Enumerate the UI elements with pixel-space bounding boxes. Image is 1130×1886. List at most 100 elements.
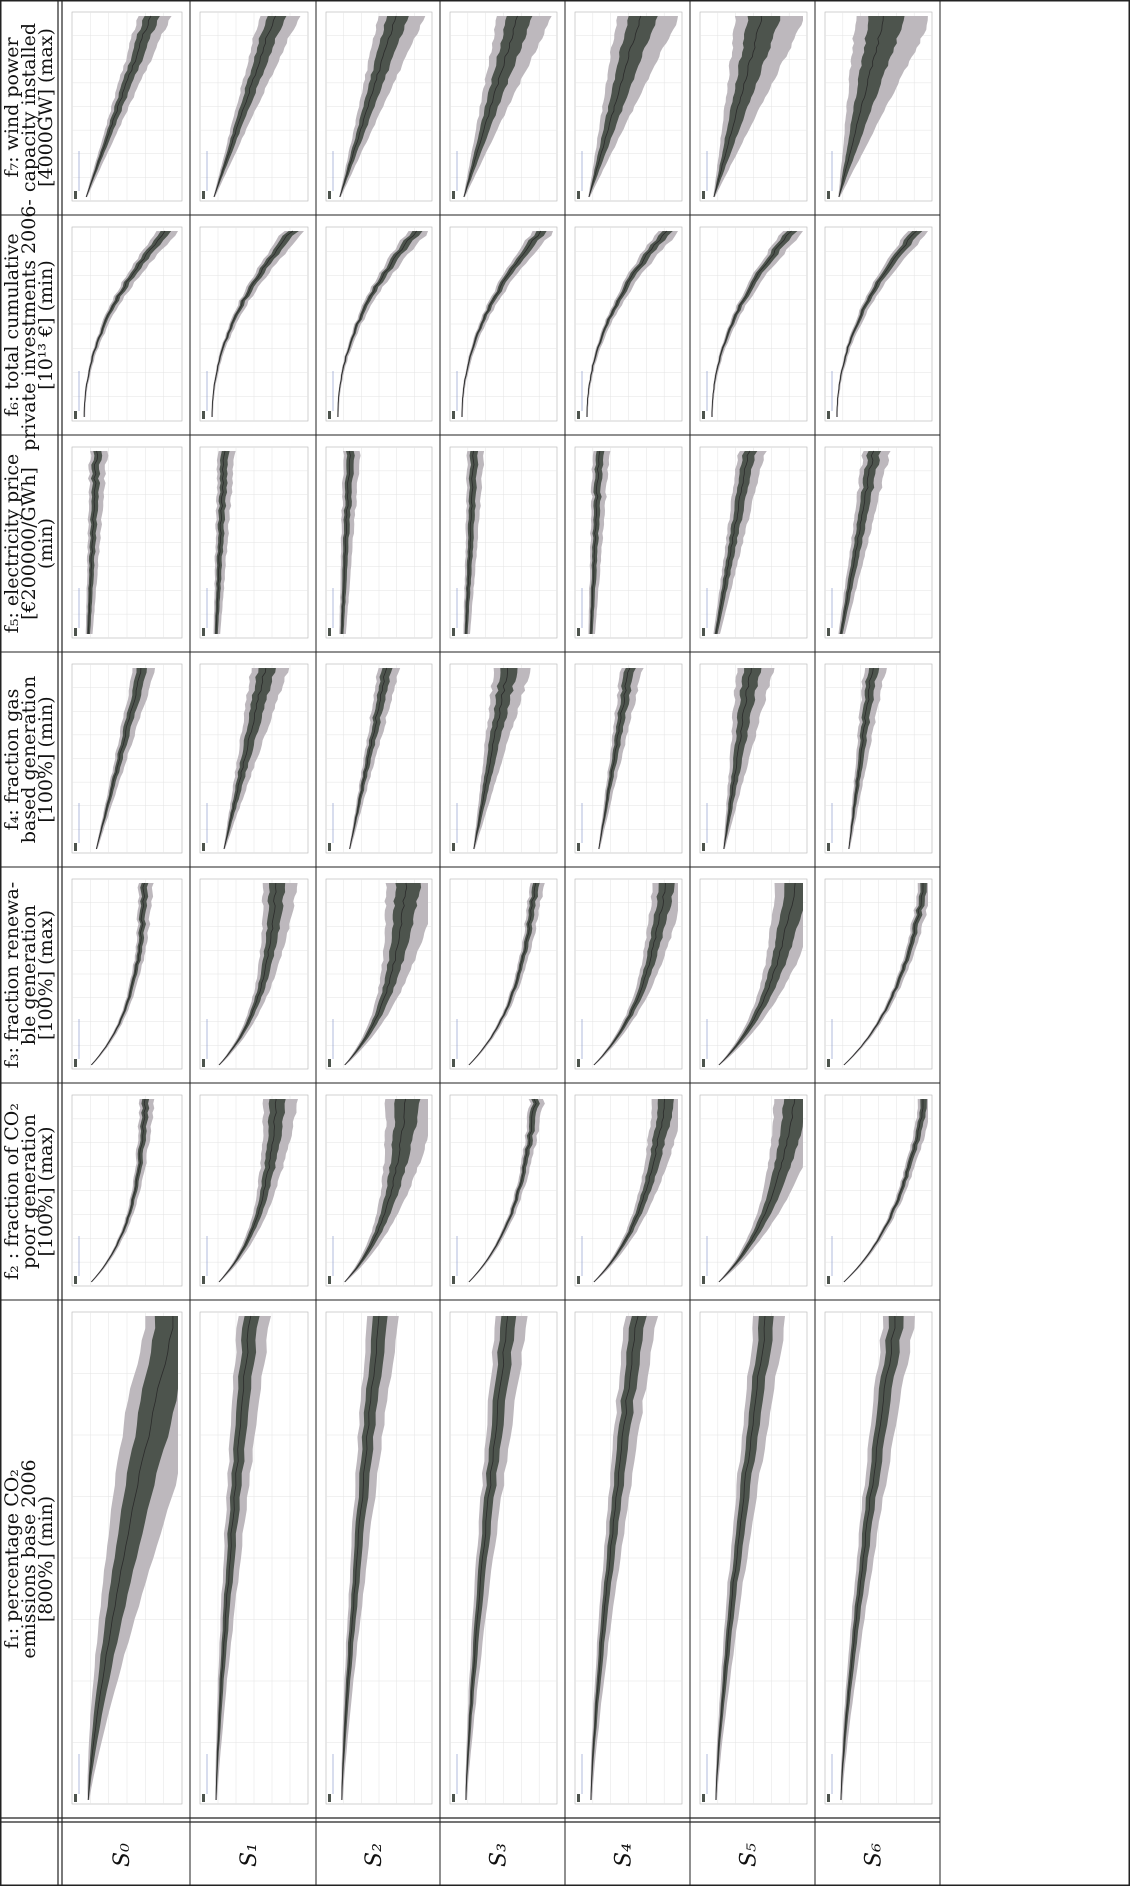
mini-plot-f4-s0 <box>71 663 183 854</box>
column-header-line: ble generation <box>18 905 40 1045</box>
legend-swatch <box>702 628 705 636</box>
inner-band <box>88 1316 178 1800</box>
outer-band <box>339 16 426 197</box>
inner-band <box>344 883 422 1065</box>
mini-plot-f7-s2 <box>325 11 433 202</box>
legend-swatch <box>328 411 331 419</box>
outer-band <box>223 668 290 849</box>
mini-plot-f6-s0 <box>71 226 183 422</box>
mini-plot-f3-s3 <box>449 878 558 1070</box>
mini-plot-f5-s0 <box>71 446 183 639</box>
inner-band <box>848 668 880 849</box>
column-header-line: [4000GW] (max) <box>35 28 57 187</box>
legend-swatch <box>202 191 205 199</box>
legend-swatch <box>827 1276 830 1284</box>
mini-plot-f3-s0 <box>71 878 183 1070</box>
scenario-label: S₃ <box>487 1843 512 1867</box>
median-line <box>715 1315 766 1801</box>
inner-band <box>715 1316 774 1800</box>
legend-swatch <box>74 1276 77 1284</box>
column-header-line: private investments 2006- <box>18 199 40 451</box>
inner-band <box>468 1099 540 1282</box>
mini-plot-f2-s4 <box>574 1094 683 1287</box>
inner-band <box>339 16 409 197</box>
scenario-label: S₅ <box>737 1843 762 1867</box>
mini-plot-f6-s6 <box>824 226 933 422</box>
median-line <box>586 230 668 418</box>
outer-band <box>838 16 928 197</box>
inner-band <box>213 16 287 197</box>
legend-swatch <box>452 1794 455 1802</box>
column-header-line: (min) <box>35 518 57 569</box>
median-line <box>588 15 642 198</box>
legend-swatch <box>202 1059 205 1067</box>
inner-band <box>87 451 103 634</box>
outer-band <box>213 16 301 197</box>
legend-swatch <box>827 411 830 419</box>
outer-band <box>723 668 775 849</box>
median-line <box>718 882 796 1066</box>
column-header-line: [800%] (min) <box>35 1496 57 1622</box>
column-header-line: [100%] (max) <box>35 1126 57 1256</box>
median-line <box>468 882 537 1066</box>
median-line <box>593 882 666 1066</box>
legend-swatch <box>328 1059 331 1067</box>
mini-plot-f1-s5 <box>699 1311 808 1805</box>
mini-plot-f2-s1 <box>199 1094 309 1287</box>
median-line <box>463 15 518 198</box>
mini-plot-f4-s3 <box>449 663 558 854</box>
mini-plot-f4-s6 <box>824 663 933 854</box>
legend-swatch <box>702 191 705 199</box>
legend-swatch <box>74 411 77 419</box>
median-line <box>836 230 917 417</box>
column-header-f5: f₅: electricity price[€200000/GWh](min) <box>1 454 57 633</box>
legend-swatch <box>328 1276 331 1284</box>
mini-plot-f4-s1 <box>199 663 309 854</box>
scenario-label-column: S₀ S₁ S₂ S₃ S₄ S₅ S₆ <box>110 1843 887 1867</box>
median-line <box>473 668 508 850</box>
median-line <box>465 1315 508 1801</box>
outer-band <box>713 16 803 197</box>
mini-plot-f1-s2 <box>325 1311 433 1805</box>
legend-swatch <box>577 628 580 636</box>
mini-plot-f6-s2 <box>325 226 433 422</box>
mini-plot-f4-s4 <box>574 663 683 854</box>
median-line <box>713 15 763 198</box>
mini-plot-f6-s4 <box>574 226 683 422</box>
inner-band <box>96 668 147 849</box>
mini-plot-f6-s5 <box>699 226 808 422</box>
median-line <box>843 1099 924 1283</box>
median-line <box>215 1315 252 1801</box>
median-line <box>590 1315 639 1801</box>
median-line <box>339 15 397 198</box>
outer-band <box>473 668 531 849</box>
mini-plot-f4-s5 <box>699 663 808 854</box>
legend-swatch <box>577 1059 580 1067</box>
mini-plot-f5-s5 <box>699 446 808 639</box>
median-line <box>87 450 99 635</box>
column-header-line: f₆: total cumulative <box>1 233 23 416</box>
inner-band <box>473 668 518 849</box>
inner-band <box>223 668 276 849</box>
outer-band <box>463 16 552 197</box>
mini-plot-f7-s0 <box>71 11 183 202</box>
median-line <box>85 15 152 198</box>
median-line <box>337 230 418 418</box>
mini-plot-f2-s3 <box>449 1094 558 1287</box>
plot-grid <box>71 11 933 1805</box>
mini-plot-f3-s5 <box>699 878 808 1070</box>
column-header-line: f₄: fraction gas <box>1 689 23 831</box>
mini-plot-f2-s0 <box>71 1094 183 1287</box>
outer-band <box>337 231 428 417</box>
outer-band <box>349 668 401 849</box>
outer-band <box>711 231 803 417</box>
inner-band <box>714 451 758 634</box>
inner-band <box>713 16 781 197</box>
inner-band <box>85 16 160 197</box>
median-line <box>349 667 388 850</box>
median-line <box>218 1098 277 1283</box>
scenario-label: S₁ <box>237 1843 262 1867</box>
